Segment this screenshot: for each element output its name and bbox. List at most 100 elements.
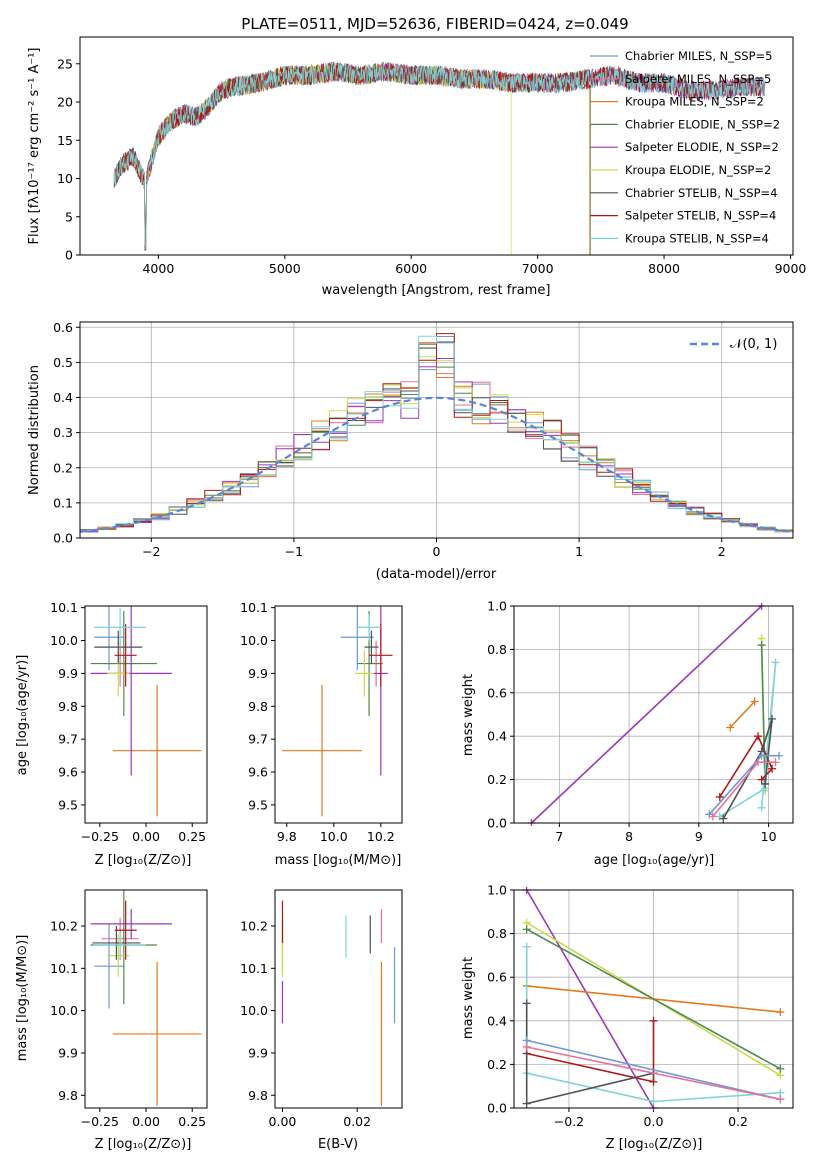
y-tick-label: 9.5 — [248, 797, 268, 812]
x-tick-label: 8000 — [648, 261, 680, 276]
mass-weight-marker — [522, 999, 531, 1008]
x-tick-label: 10 — [761, 829, 777, 844]
axes-frame — [84, 889, 208, 1109]
y-tick-label: 20 — [57, 95, 73, 110]
mass-weight-series-2 — [729, 700, 756, 729]
x-tick-label: 9.8 — [277, 829, 297, 844]
spectrum-legend: Chabrier MILES, N_SSP=5 Salpeter MILES, N… — [590, 49, 780, 245]
axes-frame — [274, 889, 403, 1109]
y-tick-label: 0.0 — [53, 531, 73, 546]
mass-weight-marker — [649, 1097, 658, 1106]
mass-weight-series-4 — [526, 928, 781, 1070]
mass-weight-marker — [775, 751, 784, 760]
y-tick-label: 25 — [57, 56, 73, 71]
x-tick-label: 9000 — [775, 261, 807, 276]
y-tick-label: 10.1 — [50, 600, 78, 615]
spectrum-line-9 — [113, 61, 766, 251]
mass-weight-marker — [761, 779, 770, 788]
mass-weight-marker — [771, 758, 780, 767]
mass-weight-marker — [757, 751, 766, 760]
y-tick-label: 9.9 — [58, 1045, 78, 1060]
y-tick-label: 10.0 — [240, 1003, 268, 1018]
y-tick-label: 9.8 — [58, 1088, 78, 1103]
mass-weight-series-8 — [526, 1039, 781, 1101]
p5-xlabel: age [log₁₀(age/yr)] — [594, 853, 715, 868]
x-tick-label: 0.0 — [644, 1114, 664, 1129]
y-tick-label: 9.9 — [248, 1045, 268, 1060]
y-tick-label: 9.6 — [248, 765, 268, 780]
mass-weight-series-9 — [526, 1046, 781, 1101]
mass-weight-series-1 — [530, 605, 763, 824]
y-tick-label: 0.0 — [487, 1101, 507, 1116]
y-tick-label: 0.6 — [487, 970, 507, 985]
mass-weight-marker — [771, 658, 780, 667]
legend-label: Salpeter STELIB, N_SSP=4 — [625, 209, 776, 223]
y-tick-label: 5 — [65, 209, 73, 224]
x-tick-label: −1 — [285, 544, 303, 559]
x-tick-label: 0.00 — [269, 1114, 297, 1129]
y-tick-label: 9.8 — [248, 1088, 268, 1103]
y-tick-label: 10.0 — [50, 1003, 78, 1018]
p6-xlabel: Z [log₁₀(Z/Z⊙)] — [95, 1137, 192, 1152]
mass-weight-vs-metallicity-plot: −0.2 0.0 0.2 0.0 0.2 0.4 0.6 0.8 1.0 — [487, 883, 794, 1129]
y-tick-label: 10.1 — [240, 600, 268, 615]
x-tick-label: 0.00 — [132, 829, 160, 844]
p8-xlabel: Z [log₁₀(Z/Z⊙)] — [606, 1137, 703, 1152]
axes-frame — [84, 605, 208, 824]
legend-label: Kroupa STELIB, N_SSP=4 — [625, 231, 769, 245]
y-tick-label: 10.2 — [50, 918, 78, 933]
p7-xlabel: E(B-V) — [318, 1137, 358, 1152]
y-tick-label: 9.9 — [58, 666, 78, 681]
x-tick-label: 7000 — [522, 261, 554, 276]
normal-reference-curve — [80, 396, 791, 533]
y-tick-label: 9.7 — [58, 732, 78, 747]
mass-weight-marker — [750, 697, 759, 706]
p4-xlabel: mass [log₁₀(M/M⊙)] — [275, 853, 402, 868]
y-tick-label: 0 — [65, 248, 73, 263]
y-tick-label: 0.4 — [487, 1013, 507, 1028]
mass-weight-marker — [768, 714, 777, 723]
x-tick-label: 0.25 — [178, 1114, 206, 1129]
mass-weight-marker — [649, 1016, 658, 1025]
mass-weight-marker — [776, 1064, 785, 1073]
x-tick-label: 4000 — [142, 261, 174, 276]
spectrum-title: PLATE=0511, MJD=52636, FIBERID=0424, z=0… — [241, 15, 628, 33]
histogram-xlabel: (data-model)/error — [376, 567, 497, 582]
y-tick-label: 15 — [57, 133, 73, 148]
p6-ylabel: mass [log₁₀(M/M⊙)] — [15, 935, 30, 1062]
x-tick-label: −2 — [142, 544, 160, 559]
y-tick-label: 10.1 — [240, 961, 268, 976]
histogram-legend: 𝒩(0, 1) — [690, 337, 777, 352]
x-tick-label: 0.25 — [178, 829, 206, 844]
mass-weight-series-1 — [526, 889, 655, 1109]
p5-ylabel: mass weight — [461, 674, 476, 756]
mass-weight-marker — [719, 814, 728, 823]
y-tick-label: 9.8 — [248, 699, 268, 714]
y-tick-label: 0.0 — [487, 816, 507, 831]
legend-label: Chabrier MILES, N_SSP=5 — [625, 49, 772, 63]
legend-label: Salpeter ELODIE, N_SSP=2 — [625, 140, 779, 154]
y-tick-label: 10.2 — [240, 918, 268, 933]
mass-weight-marker — [522, 1042, 531, 1051]
x-tick-label: 7 — [555, 829, 563, 844]
mass-weight-marker — [522, 925, 531, 934]
x-tick-label: 2 — [718, 544, 726, 559]
y-tick-label: 9.7 — [248, 732, 268, 747]
mass-weight-series-7 — [722, 718, 773, 820]
mass-weight-vs-age-plot: 7 8 9 10 0.0 0.2 0.4 0.6 0.8 1.0 — [487, 599, 794, 844]
y-tick-label: 0.2 — [487, 1057, 507, 1072]
y-tick-label: 10.0 — [50, 633, 78, 648]
y-tick-label: 0.5 — [53, 355, 73, 370]
y-tick-label: 0.4 — [53, 390, 73, 405]
x-tick-label: 6000 — [395, 261, 427, 276]
spectrum-ylabel: Flux [fλ10⁻¹⁷ erg cm⁻² s⁻¹ A⁻¹] — [27, 48, 42, 245]
p3-ylabel: age [log₁₀(age/yr)] — [15, 655, 30, 776]
y-tick-label: 10 — [57, 171, 73, 186]
y-tick-label: 1.0 — [487, 883, 507, 898]
mass-weight-marker — [754, 732, 763, 741]
y-tick-label: 10.1 — [50, 961, 78, 976]
y-tick-label: 0.2 — [53, 460, 73, 475]
x-tick-label: 9 — [695, 829, 703, 844]
y-tick-label: 9.5 — [58, 797, 78, 812]
